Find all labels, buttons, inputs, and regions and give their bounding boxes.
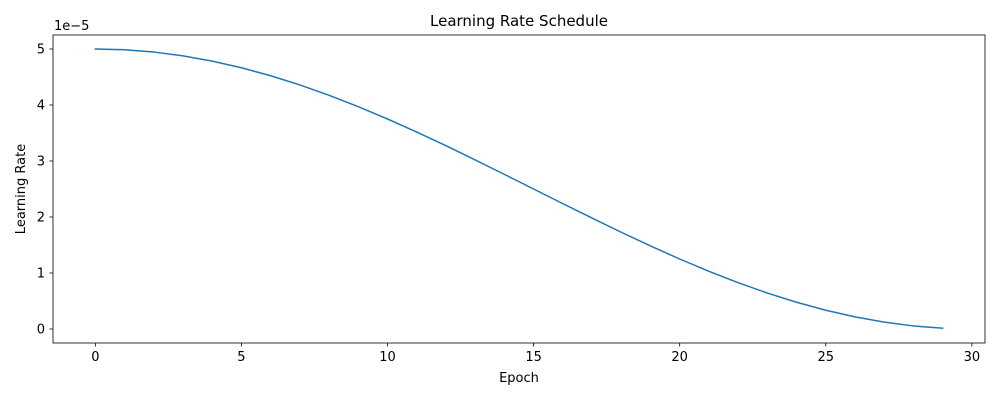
y-tick-label: 4: [37, 99, 45, 114]
chart-title: Learning Rate Schedule: [430, 12, 608, 30]
plot-area: [94, 48, 944, 330]
axes-frame: [52, 34, 986, 344]
axes: [52, 34, 986, 344]
x-tick-label: 25: [817, 350, 834, 365]
x-tick-label: 5: [237, 350, 245, 365]
y-tick-label: 0: [37, 323, 45, 338]
x-tick-label: 10: [379, 350, 396, 365]
x-axis-label: Epoch: [499, 371, 539, 386]
x-tick-label: 0: [91, 350, 99, 365]
y-axis-offset-label: 1e−5: [54, 19, 89, 34]
x-tick-label: 15: [525, 350, 542, 365]
y-tick-label: 1: [37, 267, 45, 282]
series-line-0: [94, 48, 944, 330]
y-axis-label: Learning Rate: [14, 144, 29, 234]
x-tick-label: 30: [964, 350, 981, 365]
y-tick-label: 2: [37, 211, 45, 226]
y-tick-label: 3: [37, 155, 45, 170]
y-tick-label: 5: [37, 43, 45, 58]
ticks: 0 5 10 15 20 25 30 0 1 2 3 4 5: [37, 43, 980, 366]
x-tick-label: 20: [671, 350, 688, 365]
